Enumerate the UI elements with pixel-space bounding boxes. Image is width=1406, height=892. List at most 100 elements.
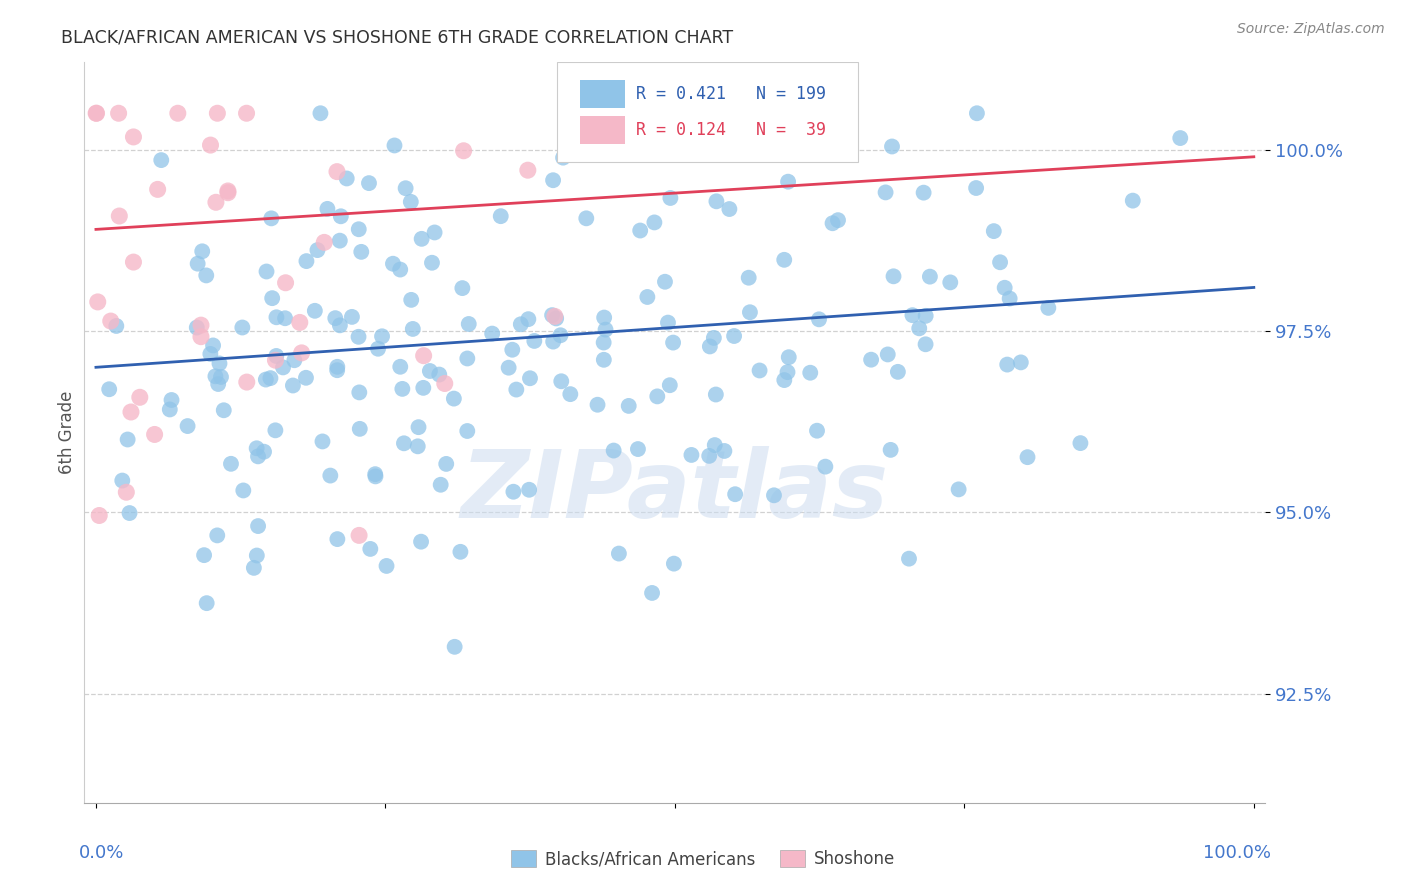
Point bbox=[340, 310, 363, 324]
Point bbox=[350, 244, 373, 259]
Point bbox=[908, 321, 931, 335]
Point bbox=[898, 551, 921, 566]
Point bbox=[420, 256, 443, 270]
Point bbox=[262, 291, 284, 305]
Point bbox=[191, 244, 214, 259]
Point bbox=[879, 442, 901, 457]
Point bbox=[295, 371, 318, 385]
Point bbox=[86, 106, 108, 120]
Point bbox=[443, 640, 465, 654]
Point bbox=[586, 398, 609, 412]
Point bbox=[550, 328, 572, 343]
Point bbox=[399, 194, 422, 209]
Point bbox=[399, 293, 422, 307]
Point bbox=[389, 262, 412, 277]
Point bbox=[595, 323, 617, 337]
Point bbox=[502, 484, 524, 499]
Point bbox=[713, 444, 735, 458]
Point bbox=[523, 334, 546, 348]
Point bbox=[207, 528, 229, 542]
Point bbox=[1017, 450, 1039, 465]
Point bbox=[550, 374, 572, 388]
Point bbox=[419, 364, 441, 378]
Point bbox=[347, 330, 370, 344]
Point bbox=[259, 371, 281, 385]
Point bbox=[501, 343, 523, 357]
Point bbox=[253, 444, 276, 458]
Point bbox=[391, 382, 413, 396]
Point bbox=[326, 164, 349, 178]
Point bbox=[200, 347, 222, 361]
Point bbox=[406, 439, 429, 453]
Text: Source: ZipAtlas.com: Source: ZipAtlas.com bbox=[1237, 22, 1385, 37]
Point bbox=[738, 305, 761, 319]
Point bbox=[541, 334, 564, 349]
Point bbox=[434, 457, 457, 471]
Point bbox=[283, 353, 305, 368]
Point bbox=[190, 329, 212, 343]
Point bbox=[281, 378, 304, 392]
Point bbox=[412, 381, 434, 395]
Point bbox=[544, 310, 567, 324]
Point bbox=[995, 358, 1018, 372]
Point bbox=[1038, 301, 1060, 315]
Point bbox=[209, 370, 232, 384]
Point bbox=[307, 243, 329, 257]
Text: BLACK/AFRICAN AMERICAN VS SHOSHONE 6TH GRADE CORRELATION CHART: BLACK/AFRICAN AMERICAN VS SHOSHONE 6TH G… bbox=[60, 29, 733, 47]
Point bbox=[643, 106, 665, 120]
Point bbox=[948, 483, 970, 497]
Point bbox=[600, 122, 623, 136]
Point bbox=[509, 318, 531, 332]
Point bbox=[541, 173, 564, 187]
Text: 100.0%: 100.0% bbox=[1204, 844, 1271, 862]
Point bbox=[329, 209, 352, 223]
Point bbox=[105, 318, 128, 333]
Point bbox=[235, 106, 257, 120]
Point bbox=[364, 469, 387, 483]
Point bbox=[247, 519, 270, 533]
Point bbox=[1122, 194, 1144, 208]
Point bbox=[288, 315, 311, 329]
Point bbox=[983, 224, 1005, 238]
Text: R = 0.421   N = 199: R = 0.421 N = 199 bbox=[636, 86, 825, 103]
FancyBboxPatch shape bbox=[557, 62, 858, 162]
Point bbox=[304, 303, 326, 318]
Point bbox=[204, 369, 226, 384]
Point bbox=[232, 483, 254, 498]
Point bbox=[207, 106, 229, 120]
Point bbox=[246, 549, 269, 563]
Point bbox=[658, 378, 681, 392]
Point bbox=[662, 557, 685, 571]
Point bbox=[1010, 355, 1032, 369]
Point bbox=[412, 349, 434, 363]
Point bbox=[481, 326, 503, 341]
Point bbox=[329, 234, 352, 248]
Point bbox=[160, 392, 183, 407]
Point bbox=[207, 376, 229, 391]
Point bbox=[654, 275, 676, 289]
Point bbox=[799, 366, 821, 380]
Point bbox=[652, 106, 675, 120]
Point bbox=[219, 457, 242, 471]
Point bbox=[323, 311, 346, 326]
FancyBboxPatch shape bbox=[581, 80, 626, 108]
Point bbox=[392, 436, 415, 450]
Point bbox=[146, 182, 169, 196]
Point bbox=[827, 213, 849, 227]
Text: ZIPatlas: ZIPatlas bbox=[461, 446, 889, 538]
Point bbox=[159, 402, 181, 417]
Point bbox=[381, 257, 404, 271]
Point bbox=[423, 226, 446, 240]
Point bbox=[336, 171, 359, 186]
Point bbox=[560, 387, 582, 401]
Point bbox=[98, 382, 121, 396]
Point bbox=[122, 255, 145, 269]
Point bbox=[359, 541, 381, 556]
Point bbox=[516, 163, 538, 178]
Point bbox=[814, 459, 837, 474]
Point bbox=[329, 318, 352, 333]
Point bbox=[120, 405, 142, 419]
Point bbox=[704, 387, 727, 401]
Point bbox=[217, 184, 239, 198]
Point bbox=[703, 438, 725, 452]
